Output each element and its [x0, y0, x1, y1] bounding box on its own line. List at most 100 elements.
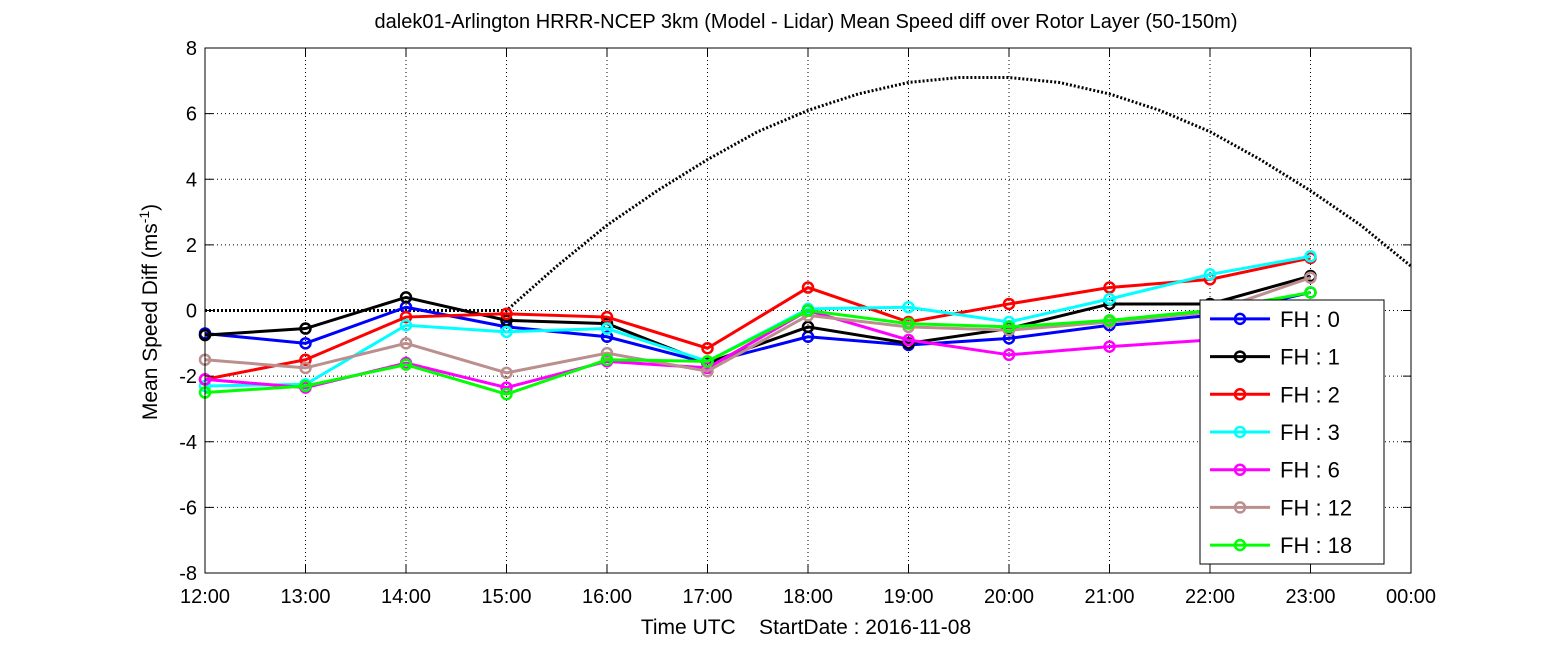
- data-point: [1103, 340, 1116, 353]
- legend-swatch-marker: [1233, 538, 1247, 552]
- y-axis: 8 6 4 2 0 -2 -4 -6 -8: [179, 38, 1411, 585]
- data-point: [902, 317, 915, 330]
- data-point: [399, 358, 413, 371]
- data-point: [801, 281, 815, 294]
- legend-label: FH : 12: [1280, 495, 1352, 520]
- data-point: [1304, 271, 1317, 284]
- y-tick-label: 8: [186, 38, 197, 60]
- x-tick-label: 21:00: [1084, 586, 1134, 608]
- y-tick-label: -2: [179, 366, 197, 388]
- data-point: [600, 353, 614, 366]
- data-point: [1002, 297, 1016, 311]
- x-tick-label: 18:00: [783, 586, 833, 608]
- data-point: [902, 333, 915, 347]
- chart-title: dalek01-Arlington HRRR-NCEP 3km (Model -…: [375, 11, 1238, 33]
- series-line: [204, 290, 1311, 365]
- x-tick-label: 13:00: [280, 586, 330, 608]
- data-point: [500, 325, 513, 339]
- legend-item: FH : 12: [1210, 495, 1352, 520]
- y-axis-label-close: ): [139, 204, 162, 211]
- legend-swatch-marker: [1233, 501, 1247, 514]
- legend-item: FH : 2: [1210, 382, 1340, 407]
- reference-curve: [205, 76, 1412, 312]
- x-tick-label: 00:00: [1386, 586, 1436, 608]
- legend-item: FH : 3: [1210, 420, 1340, 445]
- data-point: [1304, 250, 1317, 263]
- data-point: [902, 300, 915, 314]
- data-point: [500, 366, 513, 380]
- data-point: [500, 314, 513, 327]
- legend-swatch-marker: [1233, 388, 1247, 401]
- legend-label: FH : 6: [1280, 458, 1340, 483]
- legend-item: FH : 6: [1210, 458, 1340, 483]
- data-point: [701, 341, 714, 355]
- data-point: [399, 291, 413, 304]
- data-point: [299, 353, 312, 366]
- series-line: [204, 290, 1311, 396]
- x-tick-label: 14:00: [381, 586, 431, 608]
- data-point: [600, 322, 614, 335]
- y-tick-label: 2: [186, 235, 197, 257]
- y-tick-label: 0: [186, 301, 197, 323]
- legend-item: FH : 1: [1210, 345, 1340, 370]
- series-line: [204, 276, 1311, 375]
- data-point: [299, 361, 312, 375]
- data-point: [1103, 314, 1116, 327]
- reference-curve-line: [205, 76, 1412, 312]
- data-point: [600, 330, 614, 343]
- y-tick-label: -4: [179, 432, 197, 454]
- legend-swatch-marker: [1233, 312, 1247, 326]
- legend-item: FH : 18: [1210, 533, 1352, 558]
- data-point: [701, 355, 714, 368]
- data-point: [1002, 348, 1016, 362]
- x-axis-label: Time UTC StartDate : 2016-11-08: [641, 616, 971, 639]
- series-line: [204, 256, 1311, 381]
- x-tick-label: 16:00: [582, 586, 632, 608]
- data-point: [399, 337, 413, 350]
- series: [198, 286, 1317, 370]
- data-point: [1103, 292, 1116, 306]
- y-axis-label-text: Mean Speed Diff (ms: [139, 223, 162, 420]
- x-axis: 12:00 13:00 14:00 15:00 16:00 17:00 18:00 19:00…: [180, 48, 1436, 608]
- x-tick-label: 17:00: [682, 586, 732, 608]
- y-tick-label: -8: [179, 563, 197, 585]
- data-point: [500, 387, 513, 401]
- data-point: [600, 346, 614, 360]
- series: [198, 271, 1317, 380]
- data-point: [399, 310, 413, 324]
- legend-label: FH : 0: [1280, 307, 1340, 332]
- series-group: [198, 250, 1317, 401]
- x-tick-label: 23:00: [1285, 586, 1335, 608]
- data-point: [399, 319, 413, 332]
- x-tick-label: 20:00: [984, 586, 1034, 608]
- x-tick-label: 12:00: [180, 586, 230, 608]
- legend-swatch-marker: [1233, 350, 1247, 363]
- y-tick-label: 4: [186, 169, 197, 191]
- data-point: [299, 379, 312, 393]
- y-axis-label-sup: -1: [136, 211, 152, 224]
- legend-label: FH : 3: [1280, 420, 1340, 445]
- y-axis-label: Mean Speed Diff (ms-1): [136, 204, 162, 420]
- data-point: [1304, 286, 1317, 299]
- legend-swatch-marker: [1233, 425, 1247, 439]
- legend-swatch-marker: [1233, 463, 1247, 476]
- data-point: [1103, 281, 1116, 294]
- data-point: [801, 320, 815, 334]
- data-point: [1203, 268, 1217, 281]
- data-point: [600, 310, 614, 324]
- x-tick-label: 15:00: [481, 586, 531, 608]
- legend-label: FH : 1: [1280, 345, 1340, 370]
- legend-label: FH : 18: [1280, 533, 1352, 558]
- legend: FH : 0 FH : 1 FH : 2 FH : 3 FH : 6 FH : 12 FH …: [1199, 299, 1385, 565]
- data-point: [299, 337, 312, 350]
- x-tick-label: 22:00: [1185, 586, 1235, 608]
- data-point: [1002, 320, 1016, 334]
- y-tick-label: 6: [186, 104, 197, 126]
- y-tick-label: -6: [179, 497, 197, 519]
- x-tick-label: 19:00: [883, 586, 933, 608]
- legend-label: FH : 2: [1280, 382, 1340, 407]
- data-point: [299, 322, 312, 335]
- data-point: [801, 304, 815, 317]
- legend-item: FH : 0: [1210, 307, 1340, 332]
